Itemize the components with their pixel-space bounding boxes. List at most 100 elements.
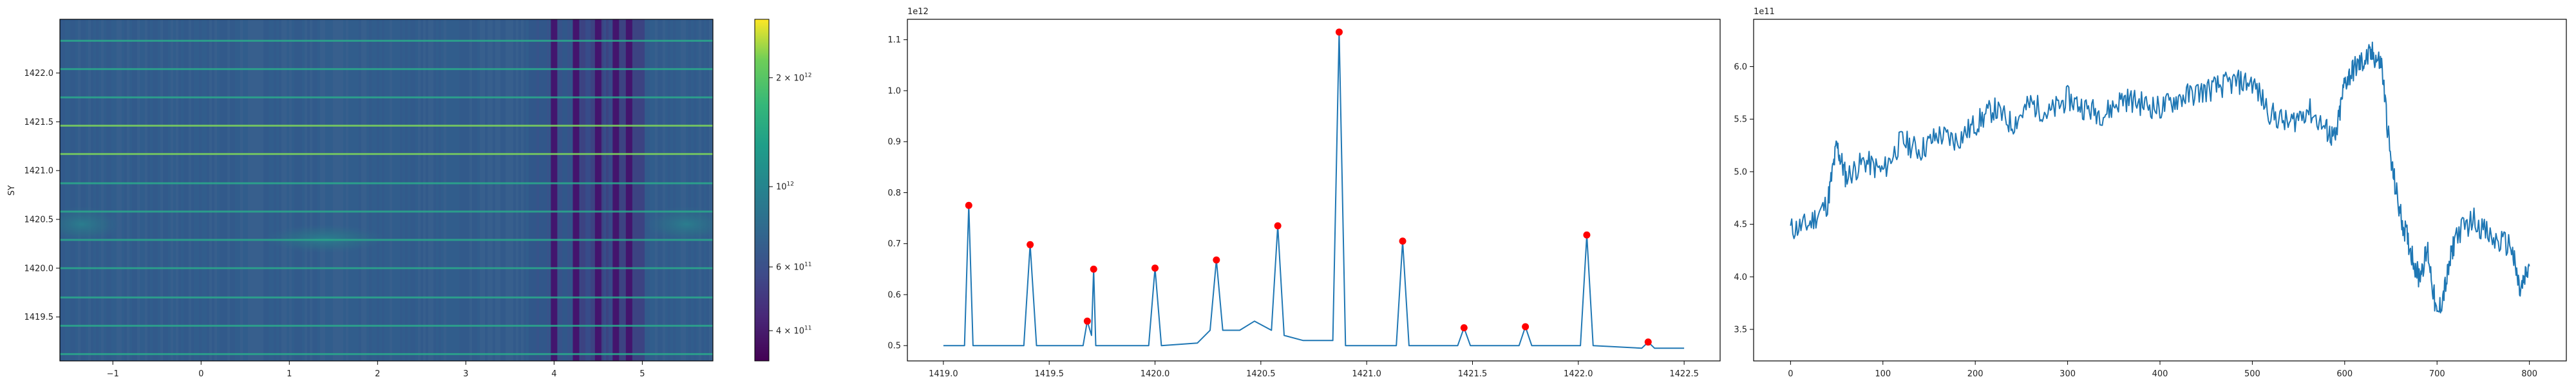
heatmap-bright-row xyxy=(60,353,713,355)
heatmap-column xyxy=(299,19,302,361)
heatmap-column xyxy=(222,19,225,361)
heatmap-column xyxy=(119,19,122,361)
heatmap-column xyxy=(426,19,428,361)
heatmap-column xyxy=(433,19,436,361)
colorbar-tick-label: 2 × 1012 xyxy=(776,72,811,83)
heatmap-column xyxy=(665,19,668,361)
heatmap-column xyxy=(317,19,320,361)
heatmap-column xyxy=(676,19,678,361)
heatmap-column xyxy=(323,19,325,361)
heatmap-column xyxy=(480,19,482,361)
heatmap-column xyxy=(462,19,464,361)
peaks-peak-marker xyxy=(965,201,972,209)
heatmap-column xyxy=(320,19,323,361)
heatmap-column xyxy=(153,19,155,361)
heatmap-column xyxy=(271,19,274,361)
heatmap-column xyxy=(423,19,426,361)
peaks-peak-marker xyxy=(1027,241,1034,248)
heatmap-column xyxy=(315,19,317,361)
heatmap-glow xyxy=(60,206,121,243)
heatmap-column xyxy=(88,19,91,361)
heatmap-column xyxy=(232,19,235,361)
trend-ytick-label: 6.0 xyxy=(1734,62,1747,72)
heatmap-column xyxy=(603,19,606,361)
heatmap-column xyxy=(220,19,222,361)
heatmap-column xyxy=(78,19,80,361)
heatmap-dark-band xyxy=(612,19,620,361)
heatmap-glow xyxy=(263,225,386,253)
heatmap-column xyxy=(436,19,439,361)
peaks-xtick-label: 1420.0 xyxy=(1141,369,1170,379)
colorbar-ticks: 4 × 1011 6 × 1011 1012 2 × 1012 xyxy=(769,72,811,336)
trend-plot-area xyxy=(1754,19,2566,361)
heatmap-column xyxy=(413,19,415,361)
heatmap-column xyxy=(446,19,449,361)
heatmap-column xyxy=(109,19,111,361)
heatmap-column xyxy=(166,19,168,361)
heatmap-bright-row xyxy=(60,124,713,127)
heatmap-column xyxy=(227,19,230,361)
heatmap-xtick-label: 5 xyxy=(639,369,645,379)
heatmap-column xyxy=(567,19,570,361)
heatmap-column xyxy=(104,19,106,361)
heatmap-column xyxy=(194,19,196,361)
heatmap-column xyxy=(601,19,603,361)
heatmap-column xyxy=(217,19,220,361)
heatmap-column xyxy=(459,19,462,361)
heatmap-column xyxy=(258,19,261,361)
heatmap-column xyxy=(469,19,472,361)
heatmap-column xyxy=(482,19,485,361)
heatmap-column xyxy=(493,19,495,361)
heatmap-column xyxy=(681,19,683,361)
colorbar-tick-label: 4 × 1011 xyxy=(776,325,811,336)
peaks-line-chart: 1419.0 1419.5 1420.0 1420.5 1421.0 1421.5 1422… xyxy=(887,7,1721,379)
peaks-plot-area xyxy=(907,19,1720,361)
heatmap-column xyxy=(694,19,696,361)
heatmap-column xyxy=(225,19,227,361)
heatmap-column xyxy=(547,19,549,361)
heatmap-column xyxy=(240,19,243,361)
peaks-xtick-label: 1421.5 xyxy=(1458,369,1488,379)
heatmap-column xyxy=(369,19,372,361)
peaks-peak-marker xyxy=(1274,222,1282,230)
heatmap-column xyxy=(632,19,634,361)
heatmap-column xyxy=(297,19,299,361)
heatmap-column xyxy=(243,19,245,361)
heatmap-column xyxy=(204,19,207,361)
heatmap-column xyxy=(364,19,366,361)
heatmap-bright-row xyxy=(60,96,713,98)
heatmap-ytick-label: 1420.0 xyxy=(24,264,54,273)
heatmap-column xyxy=(328,19,330,361)
heatmap-content xyxy=(60,19,713,361)
heatmap-column xyxy=(444,19,446,361)
heatmap-column xyxy=(101,19,104,361)
heatmap-column xyxy=(706,19,709,361)
heatmap-bright-row xyxy=(60,267,713,270)
heatmap-column xyxy=(379,19,382,361)
heatmap-column xyxy=(464,19,467,361)
heatmap-column xyxy=(467,19,469,361)
heatmap-column xyxy=(382,19,384,361)
heatmap-column xyxy=(68,19,70,361)
heatmap-column xyxy=(312,19,315,361)
heatmap-column xyxy=(361,19,364,361)
heatmap-column xyxy=(696,19,699,361)
peaks-series xyxy=(943,28,1685,349)
heatmap-panel: −1 0 1 2 3 4 5 1419.5 1420.0 1420.5 1421.0 1421.5 14… xyxy=(7,19,714,379)
heatmap-column xyxy=(619,19,621,361)
heatmap-xtick-label: −1 xyxy=(107,369,119,379)
heatmap-column xyxy=(454,19,457,361)
heatmap-column xyxy=(670,19,673,361)
heatmap-xtick-label: 0 xyxy=(198,369,204,379)
heatmap-column xyxy=(709,19,712,361)
peaks-series-line xyxy=(943,31,1685,349)
heatmap-column xyxy=(652,19,655,361)
heatmap-column xyxy=(184,19,186,361)
trend-series xyxy=(1790,41,2530,314)
heatmap-column xyxy=(284,19,287,361)
peaks-xtick-label: 1420.5 xyxy=(1246,369,1276,379)
heatmap-column xyxy=(160,19,163,361)
peaks-ytick-label: 0.6 xyxy=(887,290,901,300)
heatmap-column xyxy=(557,19,560,361)
heatmap-column xyxy=(562,19,565,361)
